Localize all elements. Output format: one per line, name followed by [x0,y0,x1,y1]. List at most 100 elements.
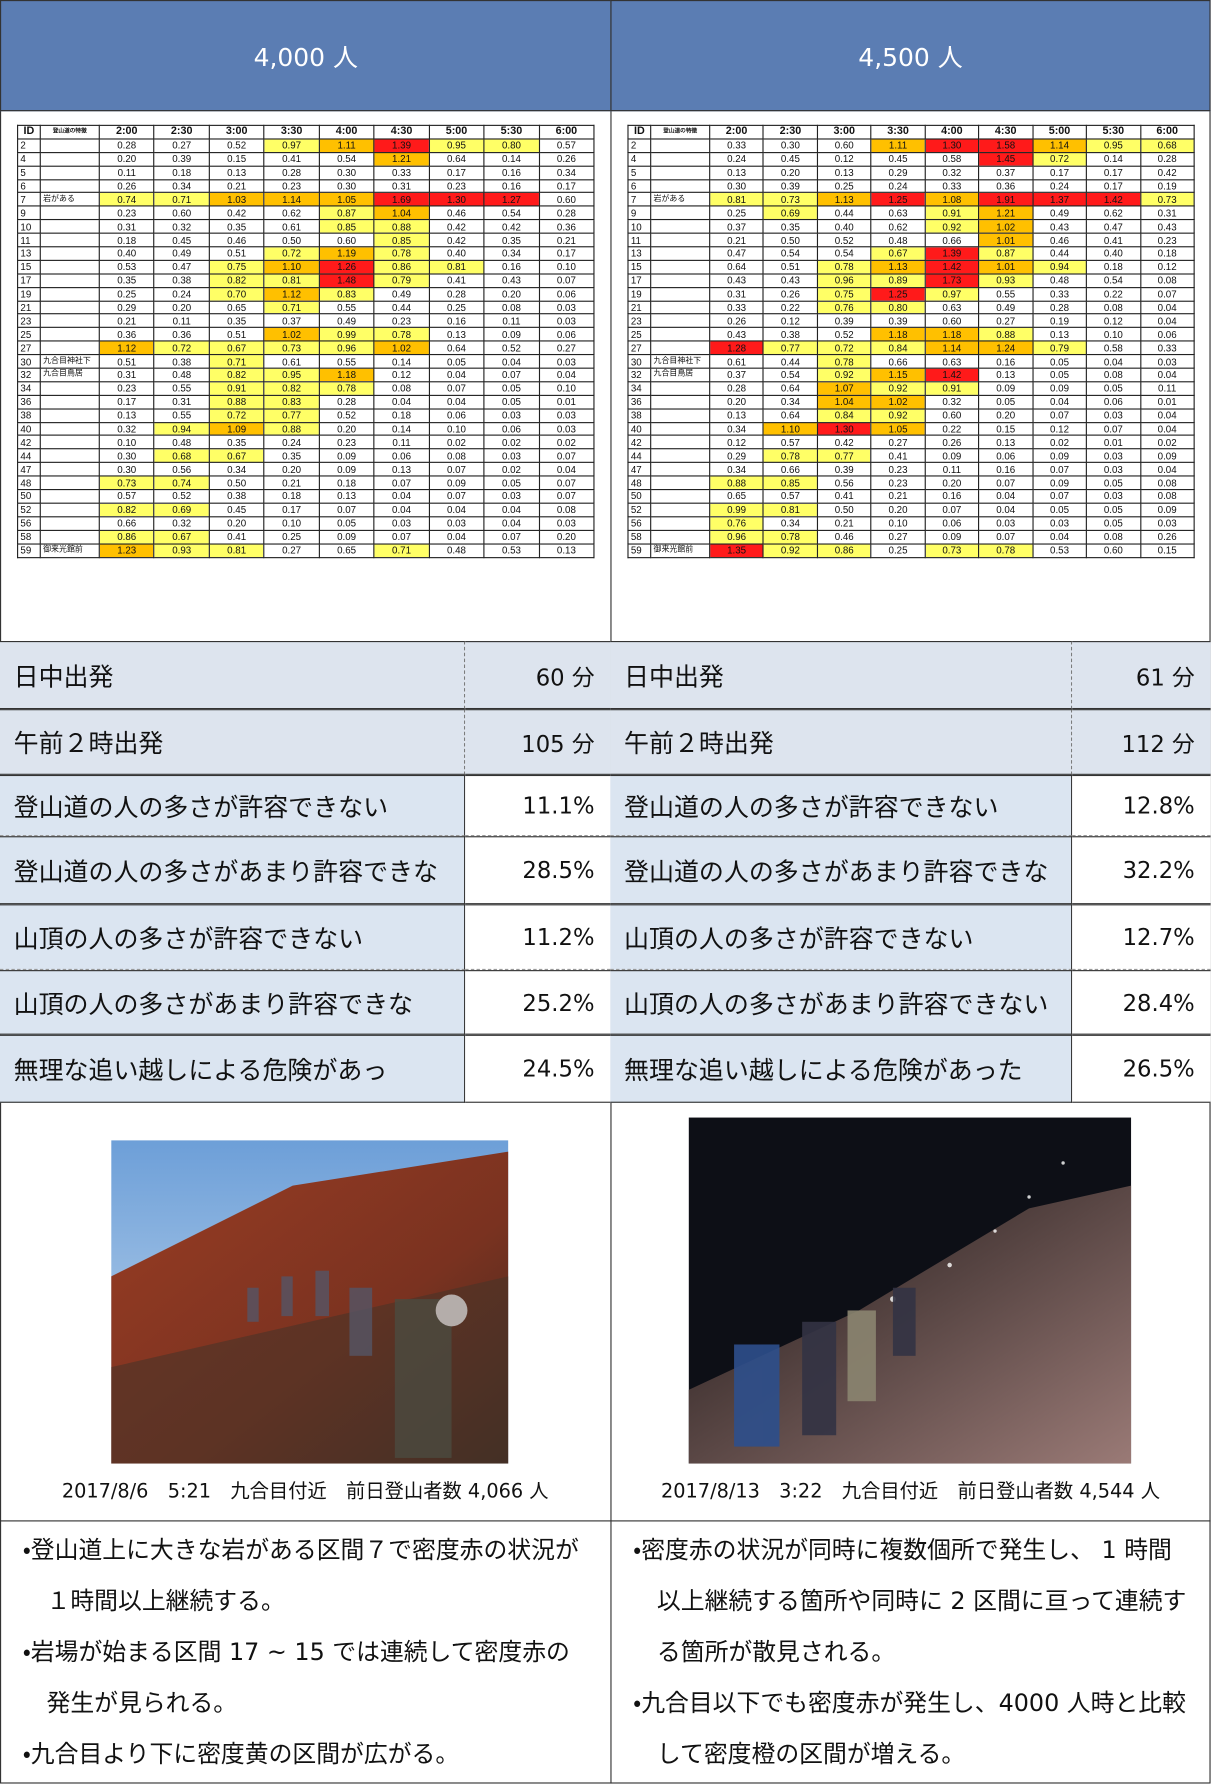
density-cell: 1.58 [978,138,1034,153]
density-cell: 0.32 [153,516,210,531]
density-cell: 0.20 [483,286,540,302]
column-title: 4:00 [318,124,375,140]
density-cell: 0.82 [208,367,265,383]
density-cell: 0.44 [762,354,818,369]
density-row: 27 1.28 0.77 0.72 0.84 1.14 1.24 0.79 0.58 0.33 [627,340,1195,356]
density-cell: 0.78 [816,354,872,369]
density-cell: 0.29 [98,300,155,315]
section-feature [39,340,100,356]
density-cell: 0.04 [1139,300,1195,315]
density-row: 6 0.30 0.39 0.25 0.24 0.33 0.36 0.24 0.17 0.19 [627,178,1195,194]
density-cell: 0.97 [263,138,320,153]
density-cell: 0.60 [924,408,980,423]
density-cell: 0.05 [428,354,485,369]
section-feature [650,232,711,248]
density-cell: 0.07 [1139,286,1195,302]
density-table: ID 登山道の特徴 2:00 2:30 3:00 3:30 4:00 4:30 5:00 5:30… [627,124,1195,558]
section-id: 30 [627,354,652,369]
section-id: 34 [627,381,652,396]
density-cell: 0.73 [263,340,320,356]
density-cell: 0.12 [1085,313,1141,329]
density-cell: 0.45 [208,502,265,518]
density-row: 30 九合目神社下 0.51 0.38 0.71 0.61 0.55 0.14 0.05 0.04… [17,354,595,369]
density-cell: 0.24 [709,151,765,167]
density-cell: 0.03 [538,300,595,315]
column-title: 6:00 [538,124,595,140]
section-feature [39,327,100,342]
density-cell: 0.39 [762,178,818,194]
density-row: 34 0.28 0.64 1.07 0.92 0.91 0.09 0.09 0.05 0.11 [627,381,1195,396]
density-cell: 1.18 [924,327,980,342]
density-cell: 0.57 [762,435,818,450]
density-row: 27 1.12 0.72 0.67 0.73 0.96 1.02 0.64 0.52 0.27 [17,340,595,356]
density-cell: 0.84 [816,408,872,423]
density-cell: 0.21 [816,516,872,531]
density-cell: 0.13 [428,327,485,342]
section-feature [650,151,711,167]
density-cell: 0.72 [1032,151,1088,167]
density-cell: 1.09 [208,421,265,437]
density-cell: 0.43 [1139,219,1195,234]
stat-label: 午前２時出発 [610,709,1073,775]
section-feature [39,205,100,221]
density-cell: 0.75 [208,259,265,275]
density-cell: 0.03 [1139,354,1195,369]
density-cell: 0.16 [924,489,980,504]
section-id: 34 [17,381,41,396]
density-row: 25 0.36 0.36 0.51 1.02 0.99 0.78 0.13 0.09 0.06 [17,327,595,342]
density-row: 34 0.23 0.55 0.91 0.82 0.78 0.08 0.07 0.05 0.10 [17,381,595,396]
section-feature: 御来光館前 [650,543,711,558]
density-cell: 0.04 [373,489,430,504]
density-cell: 0.10 [870,516,926,531]
density-cell: 0.04 [373,502,430,518]
density-cell: 0.04 [483,502,540,518]
density-cell: 0.20 [762,165,818,180]
density-cell: 0.34 [208,462,265,477]
density-row: 11 0.21 0.50 0.52 0.48 0.66 1.01 0.46 0.41 0.23 [627,232,1195,248]
density-cell: 1.05 [318,192,375,207]
density-row: 56 0.66 0.32 0.20 0.10 0.05 0.03 0.03 0.04 0.03 [17,516,595,531]
density-cell: 0.17 [538,246,595,261]
section-feature [39,246,100,261]
density-cell: 0.24 [153,286,210,302]
density-row: 2 0.33 0.30 0.60 1.11 1.30 1.58 1.14 0.95 0.68 [627,138,1195,153]
density-cell: 1.01 [978,232,1034,248]
density-cell: 0.04 [428,529,485,545]
density-row: 47 0.30 0.56 0.34 0.20 0.09 0.13 0.07 0.02 0.04 [17,462,595,477]
density-cell: 0.63 [924,300,980,315]
density-cell: 1.07 [816,381,872,396]
density-cell: 0.32 [98,421,155,437]
density-cell: 0.71 [373,543,430,558]
section-feature [650,435,711,450]
stat-label: 登山道の人の多さがあまり許容できな [610,836,1073,905]
density-cell: 1.11 [870,138,926,153]
density-cell: 0.18 [153,165,210,180]
column-title: 5:00 [1032,124,1088,140]
density-cell: 0.95 [428,138,485,153]
density-row: 10 0.31 0.32 0.35 0.61 0.85 0.88 0.42 0.42 0.36 [17,219,595,234]
density-cell: 0.19 [1139,178,1195,194]
density-cell: 1.28 [709,340,765,356]
density-cell: 0.55 [153,408,210,423]
density-cell: 0.96 [816,273,872,288]
density-cell: 0.03 [373,516,430,531]
density-cell: 0.63 [924,354,980,369]
density-cell: 0.13 [709,408,765,423]
density-cell: 0.29 [870,165,926,180]
density-row: 30 九合目神社下 0.61 0.44 0.78 0.66 0.63 0.16 0.05 0.04… [627,354,1195,369]
density-cell: 0.13 [318,489,375,504]
density-cell: 0.86 [98,529,155,545]
density-cell: 0.31 [373,178,430,194]
section-id: 27 [627,340,652,356]
density-cell: 0.04 [1139,408,1195,423]
note-item: ・密度赤の状況が同時に複数個所で発生し、 1 時間以上継続する箇所や同時に 2 … [633,1536,1187,1666]
density-cell: 0.05 [483,475,540,491]
density-cell: 0.17 [98,394,155,410]
density-cell: 0.03 [483,448,540,464]
density-cell: 0.93 [978,273,1034,288]
density-cell: 0.11 [483,313,540,329]
density-cell: 0.81 [762,502,818,518]
density-cell: 0.07 [428,489,485,504]
stat-label: 山頂の人の多さが許容できない [610,904,1073,971]
density-cell: 0.09 [1139,502,1195,518]
